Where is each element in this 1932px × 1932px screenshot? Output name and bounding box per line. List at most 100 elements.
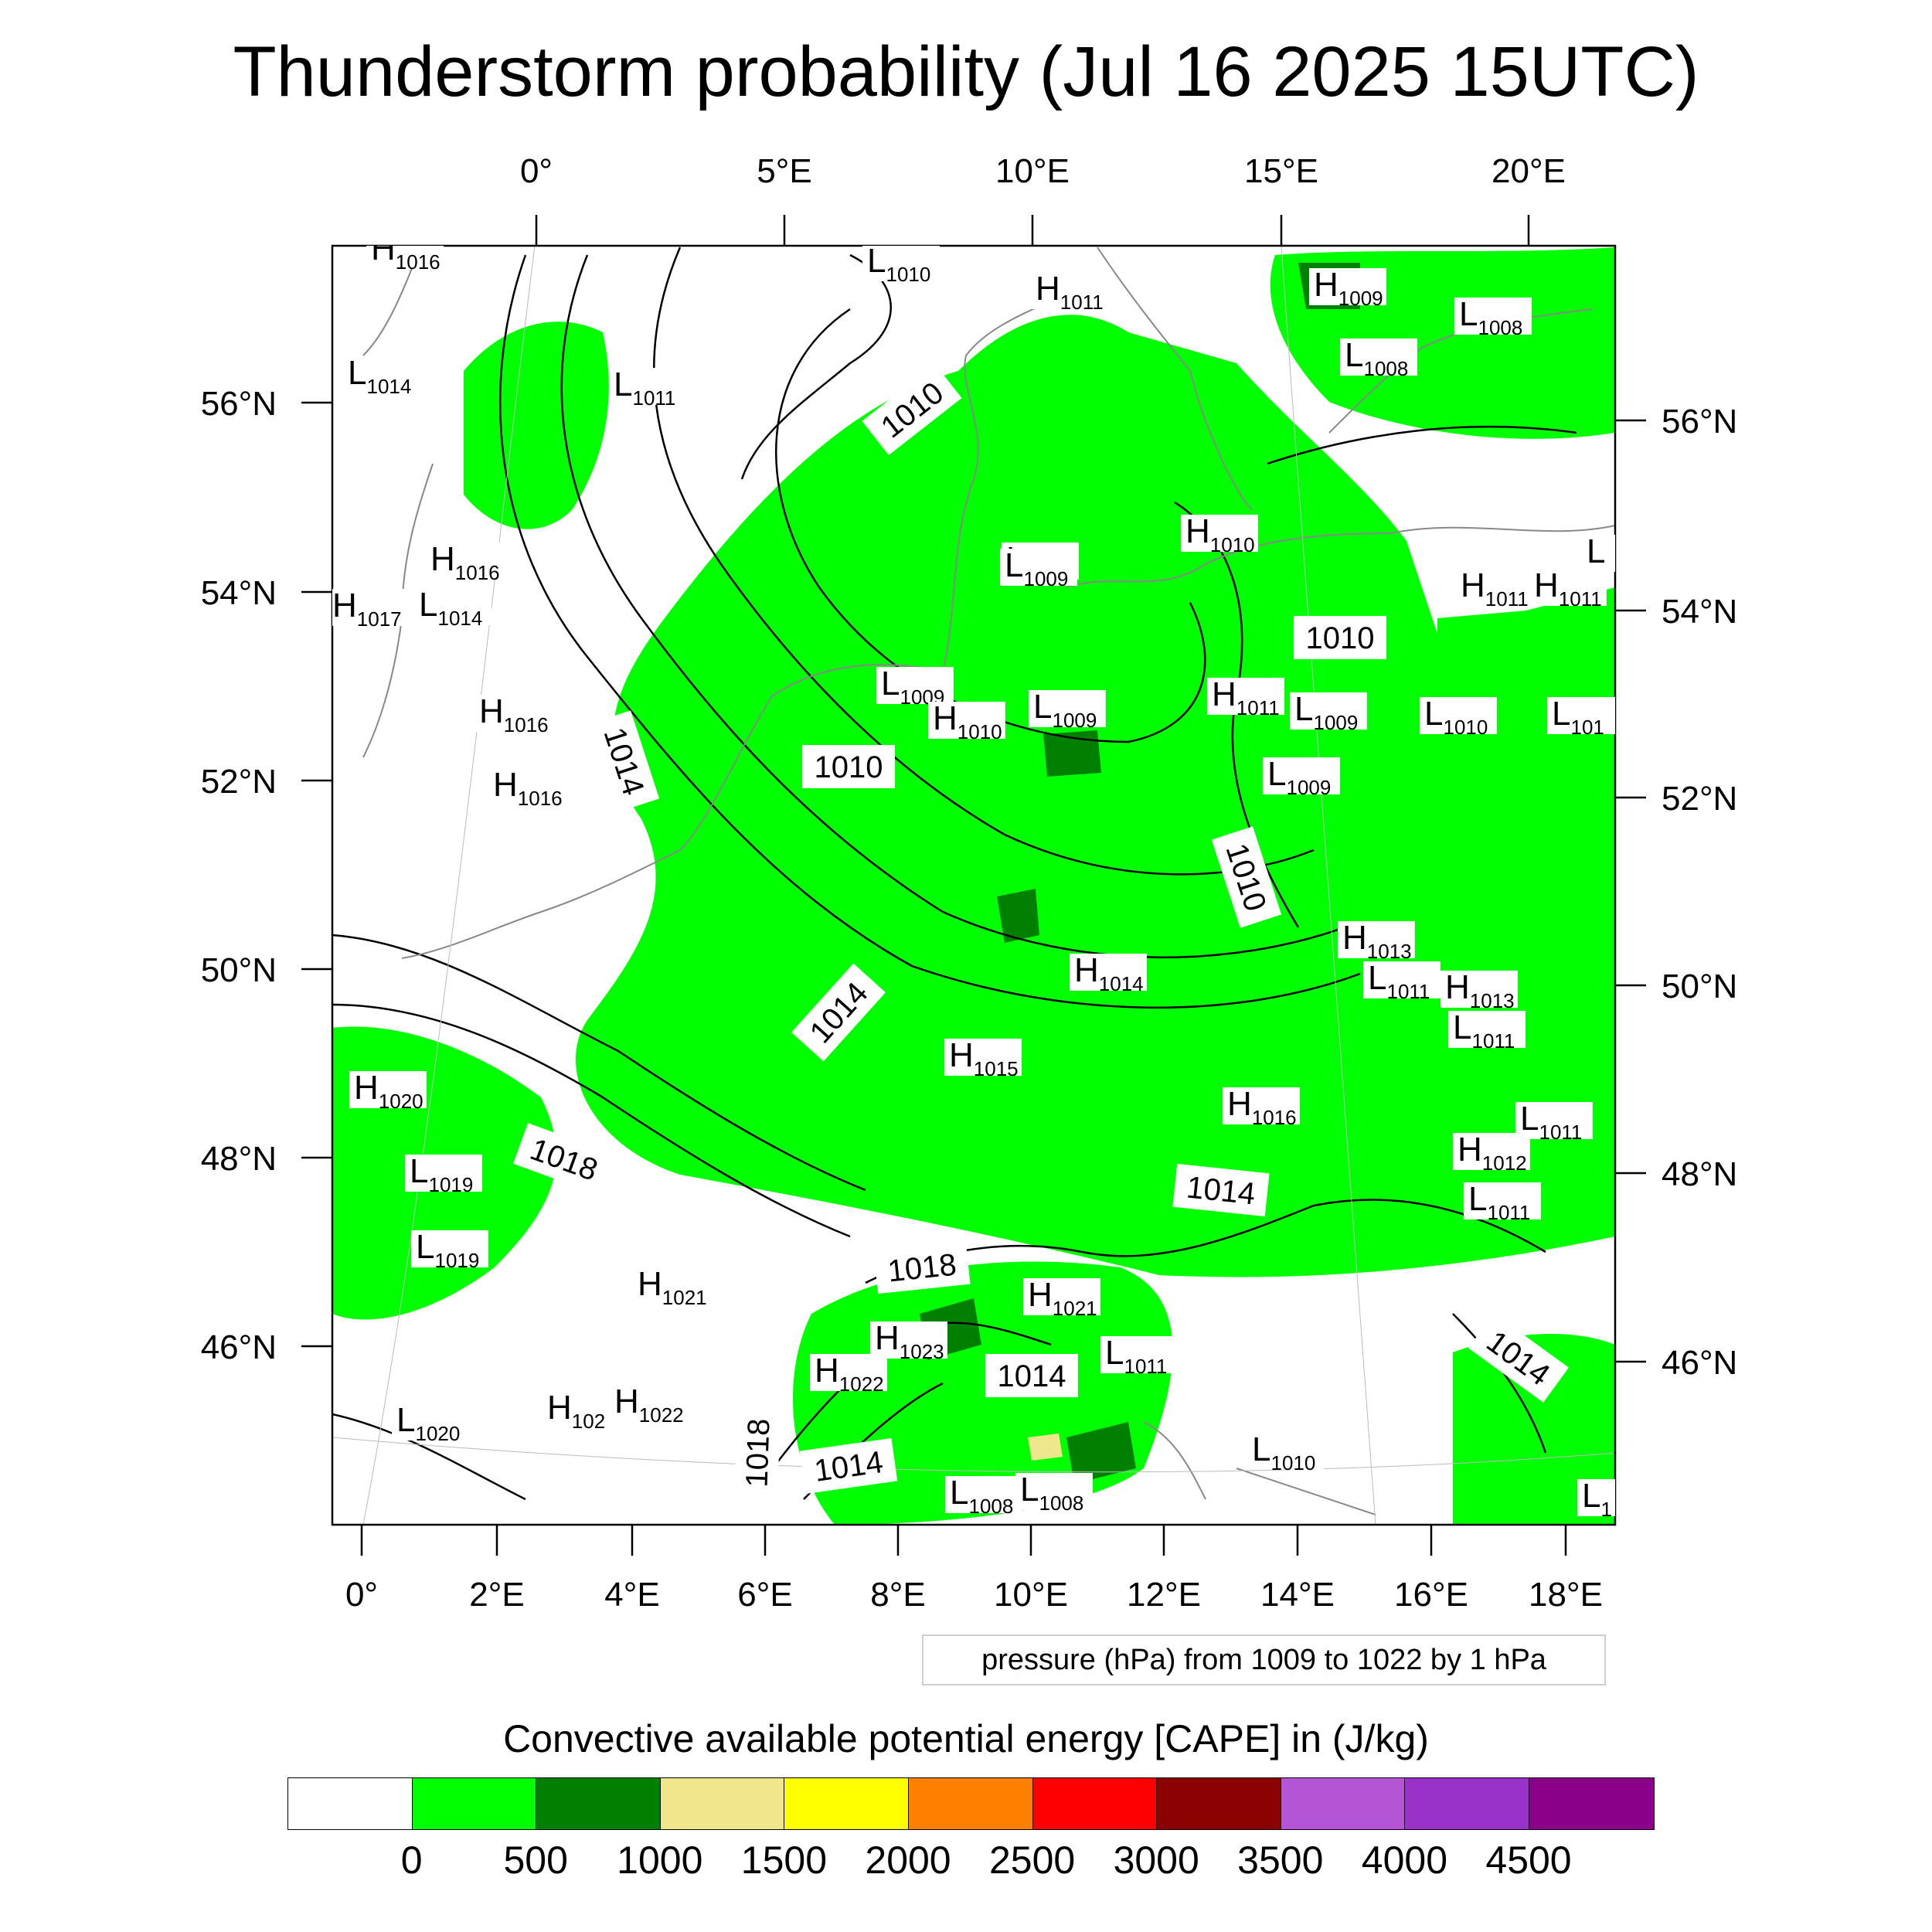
pressure-center: H1020 (354, 1069, 423, 1113)
pressure-center: H1016 (430, 540, 500, 584)
left-lat-label: 56°N (201, 385, 277, 423)
top-lon-labels: 0° 5°E 10°E 15°E 20°E (520, 152, 1566, 190)
coastlines (362, 247, 1615, 1515)
colorbar-tick-label: 2000 (865, 1838, 951, 1882)
bottom-lon-label: 8°E (870, 1576, 925, 1614)
pressure-center: H1016 (1227, 1085, 1297, 1129)
pressure-center: H1015 (949, 1036, 1019, 1080)
pressure-contour-note: pressure (hPa) from 1009 to 1022 by 1 hP… (922, 1634, 1606, 1685)
pressure-center: H1016 (493, 766, 563, 810)
cape-patch-5 (1066, 1422, 1136, 1484)
left-lat-label: 48°N (201, 1140, 277, 1178)
pressure-center: L1019 (416, 1228, 479, 1272)
pressure-center: L101 (1552, 695, 1604, 739)
pressure-center: L1011 (1468, 1180, 1530, 1224)
left-lat-label: 54°N (201, 574, 277, 612)
contour-label: 1018 (740, 1418, 776, 1488)
pressure-center: L1009 (881, 665, 944, 709)
map-title: Thunderstorm probability (Jul 16 2025 15… (233, 32, 1699, 111)
colorbar-swatch (1405, 1778, 1529, 1829)
plot-frame (331, 244, 1617, 1526)
left-lat-label: 46°N (201, 1328, 277, 1366)
left-lat-label: 50°N (201, 951, 277, 989)
pressure-center: H1022 (815, 1352, 884, 1396)
cape-colorbar (287, 1777, 1655, 1830)
pressure-center: L1008 (1459, 295, 1522, 339)
top-lon-label: 5°E (757, 152, 811, 190)
pressure-center: H1011 (1534, 566, 1602, 611)
pressure-center: H1013 (1342, 919, 1412, 963)
colorbar-swatch (288, 1778, 413, 1829)
pressure-center: H1009 (1314, 266, 1383, 310)
pressure-center: L1009 (1294, 690, 1358, 734)
bottom-lon-label: 4°E (604, 1576, 659, 1614)
colorbar-swatch (660, 1778, 785, 1829)
pressure-center: L1019 (410, 1152, 473, 1196)
contour-label: 1014 (1185, 1170, 1257, 1211)
pressure-center: H1011 (1461, 566, 1529, 611)
pressure-center: H1010 (1185, 512, 1255, 556)
left-lat-labels: 56°N 54°N 52°N 50°N 48°N 46°N (201, 385, 277, 1366)
cape-patch-khaki (1028, 1434, 1063, 1461)
pressure-center: L1008 (1345, 336, 1408, 380)
isobar (332, 1003, 851, 1238)
isobar (332, 934, 866, 1192)
parallel-45n (332, 1437, 1615, 1473)
pressure-center: L1014 (419, 586, 482, 630)
coastline (1328, 308, 1593, 434)
colorbar-tick-label: 500 (503, 1838, 568, 1882)
pressure-center: L1020 (396, 1401, 460, 1445)
isobar (499, 254, 1361, 1009)
bottom-lon-labels: 0° 2°E 4°E 6°E 8°E 10°E 12°E 14°E 16°E 1… (345, 1576, 1603, 1614)
pressure-center: H1016 (371, 230, 440, 274)
pressure-center: H1016 (479, 692, 549, 736)
colorbar-swatch (908, 1778, 1033, 1829)
contour-label: 1018 (886, 1247, 958, 1288)
colorbar-swatch (1529, 1778, 1654, 1829)
cape-field (332, 246, 1615, 1525)
right-lat-label: 52°N (1662, 780, 1737, 818)
pressure-center: H1017 (332, 587, 402, 631)
coastline (1066, 525, 1615, 588)
pressure-center: H1021 (638, 1265, 707, 1309)
isobar (740, 253, 893, 480)
isobar (332, 1413, 526, 1501)
colorbar-tick-label: 2500 (988, 1838, 1076, 1882)
bottom-lon-label: 10°E (994, 1576, 1068, 1614)
top-ticks (535, 215, 1530, 246)
pressure-center: H1021 (1028, 1276, 1097, 1320)
pressure-center: H1014 (1074, 951, 1144, 995)
pressure-center: H1022 (614, 1383, 684, 1427)
bottom-lon-label: 14°E (1260, 1576, 1335, 1614)
colorbar-tick-label: 1500 (740, 1838, 828, 1882)
pressure-center: H1010 (933, 699, 1002, 743)
bottom-lon-label: 18°E (1529, 1576, 1603, 1614)
pressure-center: H1011 (1212, 675, 1280, 719)
pressure-center: L1010 (867, 242, 930, 286)
pressure-center: L1008 (950, 1474, 1013, 1518)
coastline (1097, 247, 1253, 511)
pressure-center: H1011 (1036, 270, 1104, 314)
colorbar-tick-label: 0 (400, 1838, 423, 1882)
colorbar-tick-label: 4000 (1361, 1838, 1448, 1882)
coastline (1143, 1421, 1376, 1515)
cape-region-southeast (1453, 1334, 1615, 1525)
right-lat-label: 54°N (1662, 593, 1737, 631)
pressure-center: H1012 (1458, 1131, 1527, 1175)
colorbar-tick-label: 4500 (1485, 1838, 1572, 1882)
colorbar-title: Convective available potential energy [C… (503, 1717, 1429, 1760)
right-lat-label: 46°N (1662, 1344, 1737, 1382)
top-lon-label: 20°E (1492, 152, 1566, 190)
pressure-center: L1009 (1267, 755, 1331, 799)
right-lat-labels: 56°N 54°N 52°N 50°N 48°N 46°N (1662, 403, 1737, 1382)
right-lat-label: 56°N (1662, 403, 1737, 440)
pressure-center: L1008 (1020, 1471, 1083, 1515)
pressure-center: L1009 (1005, 546, 1068, 590)
pressure-center: H102 (547, 1389, 605, 1433)
pressure-center: L1011 (1368, 959, 1430, 1003)
colorbar-swatch (1157, 1778, 1281, 1829)
colorbar-tick-label: 3000 (1113, 1838, 1199, 1882)
pressure-center: H1013 (1445, 968, 1515, 1012)
coastline (401, 664, 944, 959)
pressure-center: L1011 (1520, 1100, 1582, 1144)
